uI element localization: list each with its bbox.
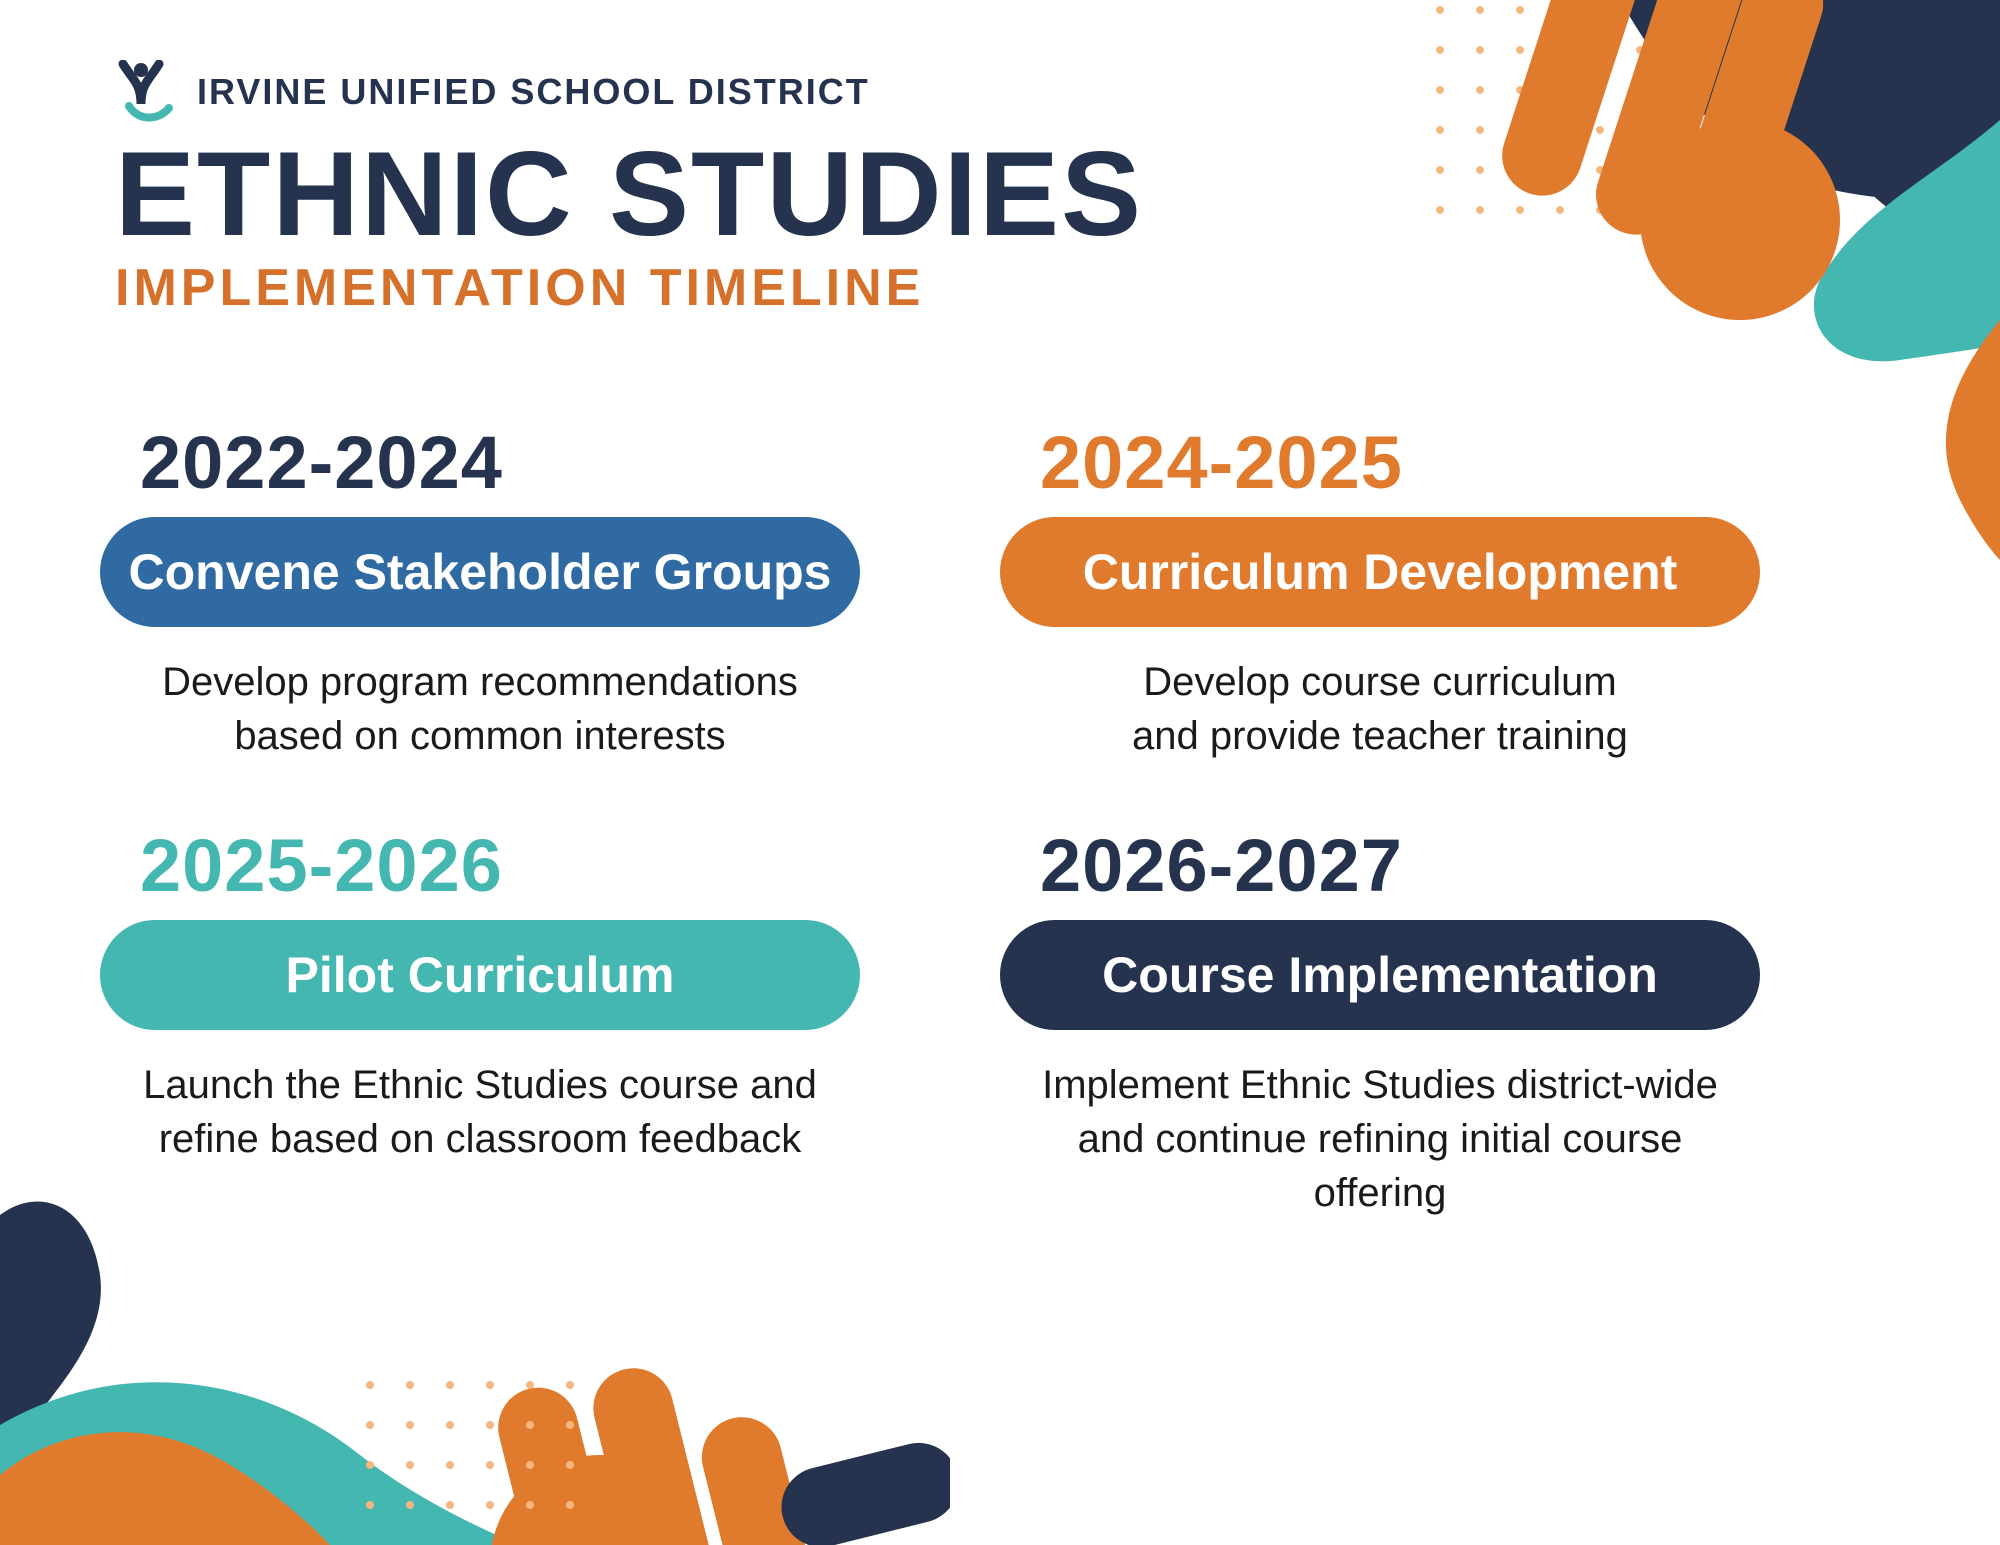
pill-navy-icon xyxy=(773,1434,950,1545)
desc-line: Develop program recommendations xyxy=(162,660,798,704)
timeline-pill: Course Implementation xyxy=(1000,920,1760,1030)
timeline-cell-2: 2025-2026 Pilot Curriculum Launch the Et… xyxy=(100,823,880,1220)
header: IRVINE UNIFIED SCHOOL DISTRICT ETHNIC ST… xyxy=(115,60,1143,318)
org-name: IRVINE UNIFIED SCHOOL DISTRICT xyxy=(197,71,870,113)
logo-icon xyxy=(115,60,179,124)
page: IRVINE UNIFIED SCHOOL DISTRICT ETHNIC ST… xyxy=(0,0,2000,1545)
timeline-pill: Curriculum Development xyxy=(1000,517,1760,627)
desc-line: and continue refining initial course off… xyxy=(1078,1117,1683,1215)
splat-orange-icon xyxy=(490,1360,827,1545)
blob-teal-icon xyxy=(0,1382,520,1545)
page-title: ETHNIC STUDIES xyxy=(115,134,1143,254)
timeline-year: 2025-2026 xyxy=(100,823,880,908)
timeline-desc: Launch the Ethnic Studies course and ref… xyxy=(100,1058,860,1166)
desc-line: and provide teacher training xyxy=(1132,714,1628,758)
desc-line: Develop course curriculum xyxy=(1143,660,1617,704)
timeline-grid: 2022-2024 Convene Stakeholder Groups Dev… xyxy=(100,420,1800,1220)
splat-orange-icon xyxy=(1492,0,1840,320)
timeline-cell-1: 2024-2025 Curriculum Development Develop… xyxy=(1000,420,1780,763)
timeline-pill: Convene Stakeholder Groups xyxy=(100,517,860,627)
desc-line: Implement Ethnic Studies district-wide xyxy=(1042,1063,1718,1107)
blob-navy-icon xyxy=(1660,0,2000,239)
timeline-year: 2022-2024 xyxy=(100,420,880,505)
timeline-cell-3: 2026-2027 Course Implementation Implemen… xyxy=(1000,823,1780,1220)
org-line: IRVINE UNIFIED SCHOOL DISTRICT xyxy=(115,60,1143,124)
desc-line: based on common interests xyxy=(234,714,725,758)
timeline-desc: Develop course curriculum and provide te… xyxy=(1000,655,1760,763)
blob-orange-icon xyxy=(1946,320,2000,560)
timeline-cell-0: 2022-2024 Convene Stakeholder Groups Dev… xyxy=(100,420,880,763)
timeline-pill: Pilot Curriculum xyxy=(100,920,860,1030)
page-subtitle: IMPLEMENTATION TIMELINE xyxy=(115,258,1143,318)
timeline-year: 2024-2025 xyxy=(1000,420,1780,505)
blob-navy-icon xyxy=(0,1202,101,1466)
dot-grid-icon xyxy=(1436,6,1724,214)
timeline-desc: Develop program recommendations based on… xyxy=(100,655,860,763)
timeline-desc: Implement Ethnic Studies district-wide a… xyxy=(1000,1058,1760,1220)
desc-line: refine based on classroom feedback xyxy=(159,1117,802,1161)
blob-teal-icon xyxy=(1814,120,2000,361)
dot-grid-icon xyxy=(366,1381,574,1509)
timeline-year: 2026-2027 xyxy=(1000,823,1780,908)
blob-orange-icon xyxy=(0,1432,330,1545)
desc-line: Launch the Ethnic Studies course and xyxy=(143,1063,817,1107)
